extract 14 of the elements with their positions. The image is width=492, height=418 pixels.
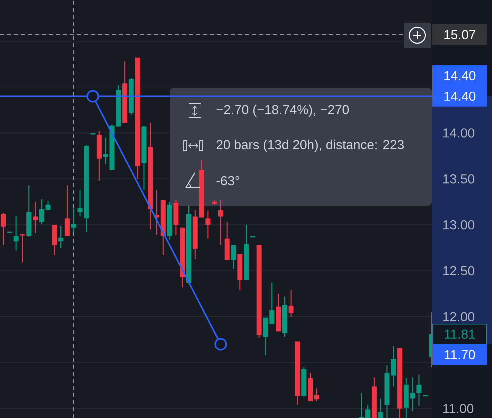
text: 11.70 [445,350,476,360]
annotation: -63° [216,176,240,186]
y-tick-label: 12.00 [444,312,475,322]
text: 14.40 [444,71,476,81]
text: 11.81 [445,330,476,339]
ref-line-label: 15.07 [444,30,476,40]
y-tick-label: 12.50 [444,266,475,276]
y-tick-label: 13.50 [444,174,475,184]
y-tick-label: 13.00 [444,220,475,230]
annotation: −2.70 (−18.74%), −270 [216,104,350,118]
y-tick-label: 11.00 [444,404,474,414]
ref-line-label: 14.40 [444,92,476,102]
annotation: 20 bars (13d 20h), distance: 223 [216,140,404,152]
y-tick-label: 14.00 [444,128,475,138]
